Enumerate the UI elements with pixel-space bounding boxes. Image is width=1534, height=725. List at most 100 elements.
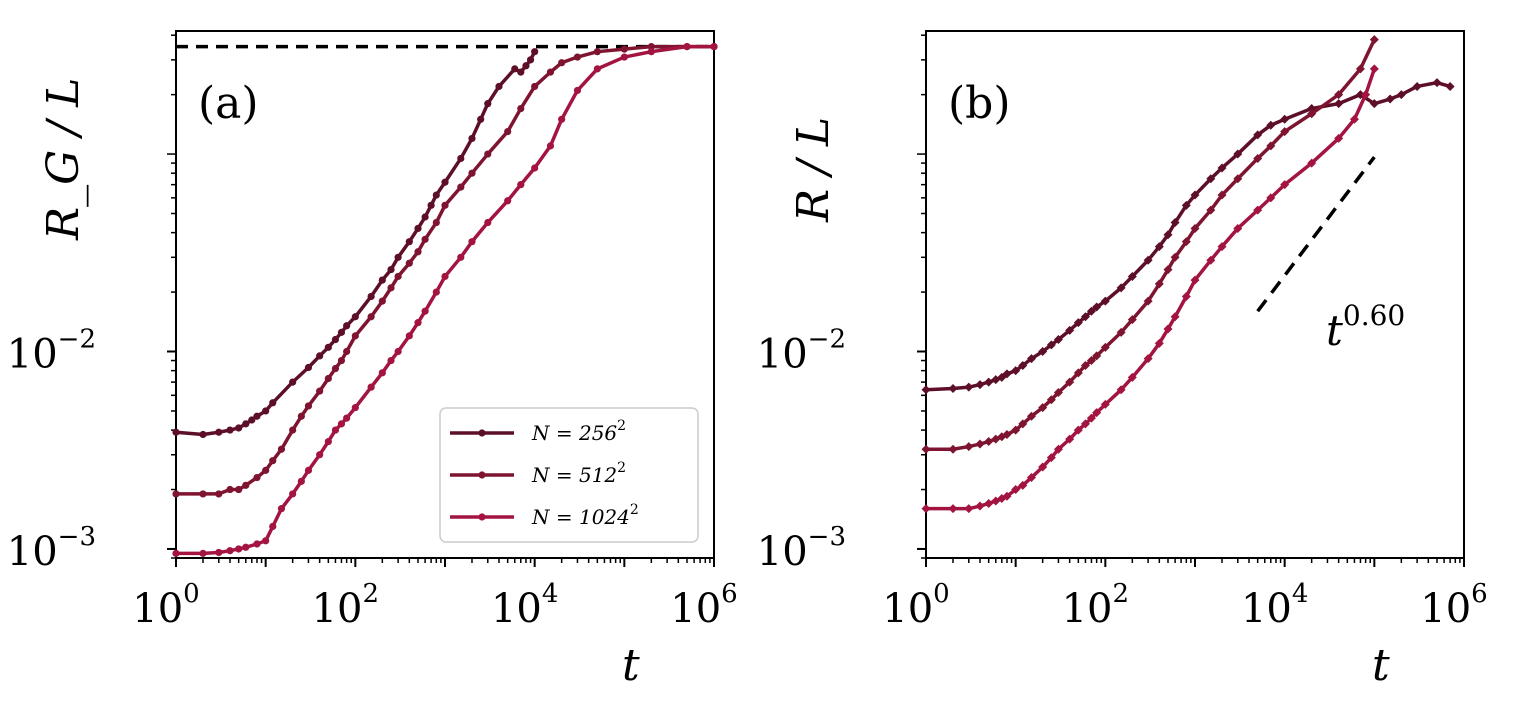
data-point — [1026, 411, 1036, 421]
data-point — [1026, 354, 1036, 364]
data-point — [1038, 403, 1048, 413]
data-point — [304, 363, 313, 372]
data-point — [316, 451, 324, 459]
data-point — [1355, 90, 1365, 100]
data-point — [1233, 149, 1243, 159]
data-point — [378, 276, 386, 284]
data-point — [1038, 347, 1048, 357]
data-point — [948, 383, 958, 393]
data-point — [1181, 237, 1191, 247]
data-point — [337, 356, 346, 365]
x-tick-exp: 4 — [542, 579, 559, 609]
data-point — [378, 297, 386, 305]
data-point — [427, 201, 435, 209]
data-point — [984, 437, 994, 447]
data-point — [242, 481, 250, 489]
panel-a: 100 102 104 106 10−3 10−2 (a) t R_G / L N = 2… — [7, 30, 738, 691]
data-point — [484, 100, 492, 108]
data-point — [304, 466, 313, 474]
x-tick-label: 104 — [1241, 579, 1308, 632]
data-point — [367, 383, 375, 391]
data-point — [1412, 81, 1422, 91]
data-point — [199, 549, 207, 557]
data-point — [414, 248, 422, 256]
panel-a-minor-ticks — [167, 34, 711, 567]
y-tick-exp: −2 — [58, 325, 96, 355]
legend-entry: N = 5122 — [531, 460, 626, 487]
data-point — [343, 347, 351, 356]
data-point — [593, 65, 601, 73]
data-point — [289, 426, 297, 434]
data-point — [948, 444, 958, 454]
legend-marker — [478, 513, 486, 521]
data-point — [1053, 388, 1063, 398]
data-point — [226, 426, 234, 434]
data-point — [921, 444, 931, 454]
data-point — [1154, 242, 1164, 252]
x-tick-label: 104 — [491, 579, 558, 632]
data-point — [1116, 385, 1126, 395]
data-point — [1018, 360, 1028, 370]
x-tick-exp: 2 — [1113, 579, 1130, 609]
data-point — [421, 235, 429, 243]
data-point — [517, 181, 525, 189]
data-point — [1396, 90, 1406, 100]
data-point — [1002, 491, 1012, 501]
data-point — [457, 154, 465, 163]
data-point — [484, 150, 492, 158]
data-point — [1080, 312, 1090, 322]
x-tick-exp: 6 — [1471, 579, 1488, 609]
data-point — [1127, 315, 1137, 325]
panel-a-ylabel: R_G / L — [38, 78, 89, 241]
data-point — [1233, 223, 1243, 233]
data-point — [468, 169, 476, 177]
data-point — [504, 197, 512, 205]
data-point — [1143, 296, 1153, 306]
data-point — [297, 477, 305, 485]
data-point — [1086, 306, 1096, 316]
data-point — [1086, 413, 1096, 423]
data-point — [1065, 377, 1075, 387]
data-point — [517, 104, 525, 113]
data-point — [262, 537, 270, 545]
data-point — [172, 549, 180, 557]
y-tick-label: 10−3 — [757, 522, 846, 575]
data-point — [1253, 130, 1263, 140]
panel-b-minor-ticks — [917, 34, 1461, 567]
data-point — [1046, 340, 1056, 350]
data-point — [948, 504, 958, 514]
data-point — [1253, 205, 1263, 215]
data-point — [495, 82, 503, 91]
data-point — [1385, 94, 1395, 104]
data-point — [235, 545, 243, 553]
data-point — [522, 62, 530, 70]
data-point — [573, 53, 582, 61]
data-point — [546, 68, 555, 76]
data-point — [1307, 109, 1317, 119]
data-point — [331, 426, 340, 434]
panel-a-series — [172, 43, 718, 557]
data-point — [1206, 205, 1216, 215]
data-point — [1086, 356, 1096, 366]
data-point — [1361, 90, 1371, 100]
data-point — [1163, 230, 1173, 240]
data-point — [1073, 318, 1083, 328]
data-point — [964, 382, 974, 392]
x-tick-exp: 0 — [183, 579, 200, 609]
data-point — [975, 439, 985, 449]
data-point — [394, 272, 402, 281]
series-line — [926, 68, 1376, 511]
data-point — [531, 164, 539, 172]
data-point — [351, 403, 359, 412]
x-tick-label: 102 — [1062, 579, 1129, 632]
data-point — [1127, 271, 1137, 281]
legend-frame — [439, 407, 699, 543]
data-point — [1170, 312, 1180, 322]
data-point — [1369, 99, 1379, 109]
data-point — [558, 59, 566, 67]
data-point — [199, 490, 207, 498]
data-point — [262, 466, 270, 474]
data-point — [1143, 255, 1153, 265]
data-point — [511, 65, 519, 73]
data-point — [1073, 425, 1083, 435]
